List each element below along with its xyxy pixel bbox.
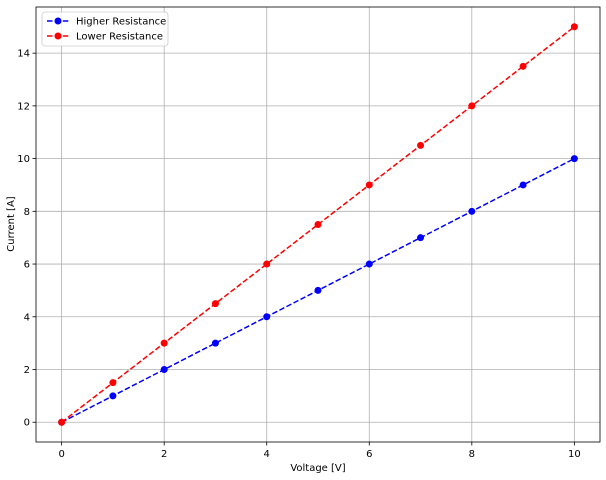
data-point-higher-resistance <box>263 313 271 321</box>
data-point-lower-resistance <box>211 300 219 308</box>
grid <box>36 7 600 442</box>
x-axis-label: Voltage [V] <box>290 463 345 474</box>
legend-label-higher-resistance: Higher Resistance <box>76 17 166 28</box>
legend-marker-lower-resistance <box>54 32 62 40</box>
y-tick-label: 4 <box>24 312 30 323</box>
legend-box <box>41 11 169 47</box>
x-tick-label: 8 <box>469 449 475 460</box>
data-point-lower-resistance <box>109 379 117 387</box>
legend-label-lower-resistance: Lower Resistance <box>76 32 163 43</box>
data-point-higher-resistance <box>570 155 578 163</box>
data-point-higher-resistance <box>160 366 168 373</box>
y-tick-label: 14 <box>17 49 30 60</box>
data-point-lower-resistance <box>263 260 271 268</box>
legend: Higher Resistance Lower Resistance <box>41 11 169 47</box>
data-point-higher-resistance <box>314 286 322 294</box>
data-point-lower-resistance <box>365 181 373 189</box>
series-line-lower-resistance <box>61 26 575 423</box>
data-point-lower-resistance <box>570 23 578 31</box>
data-point-higher-resistance <box>519 181 527 189</box>
x-tick-label: 10 <box>568 449 581 460</box>
data-point-lower-resistance <box>519 62 527 70</box>
data-point-higher-resistance <box>365 260 373 268</box>
series-layer <box>58 23 578 426</box>
y-axis-label: Current [A] <box>6 196 17 251</box>
data-point-higher-resistance <box>109 392 117 400</box>
y-tick-label: 8 <box>24 207 30 218</box>
y-tick-label: 0 <box>24 418 30 429</box>
x-tick-label: 0 <box>58 449 64 460</box>
data-point-lower-resistance <box>417 141 425 149</box>
y-tick-label: 12 <box>17 101 30 112</box>
x-tick-label: 4 <box>264 449 270 460</box>
data-point-lower-resistance <box>160 339 168 347</box>
legend-marker-higher-resistance <box>54 17 62 25</box>
data-point-lower-resistance <box>468 102 476 110</box>
data-point-higher-resistance <box>468 207 476 215</box>
data-point-lower-resistance <box>58 418 66 426</box>
y-tick-label: 6 <box>24 260 30 271</box>
data-point-lower-resistance <box>314 221 322 228</box>
x-tick-label: 2 <box>161 449 167 460</box>
ticks: 0 2 4 6 8 10 0 2 4 6 8 10 12 14 <box>17 49 580 460</box>
data-point-higher-resistance <box>417 234 425 242</box>
plot-frame <box>35 6 601 443</box>
y-tick-label: 2 <box>24 365 30 376</box>
x-tick-label: 6 <box>366 449 372 460</box>
y-tick-label: 10 <box>17 154 30 165</box>
data-point-higher-resistance <box>211 339 219 347</box>
